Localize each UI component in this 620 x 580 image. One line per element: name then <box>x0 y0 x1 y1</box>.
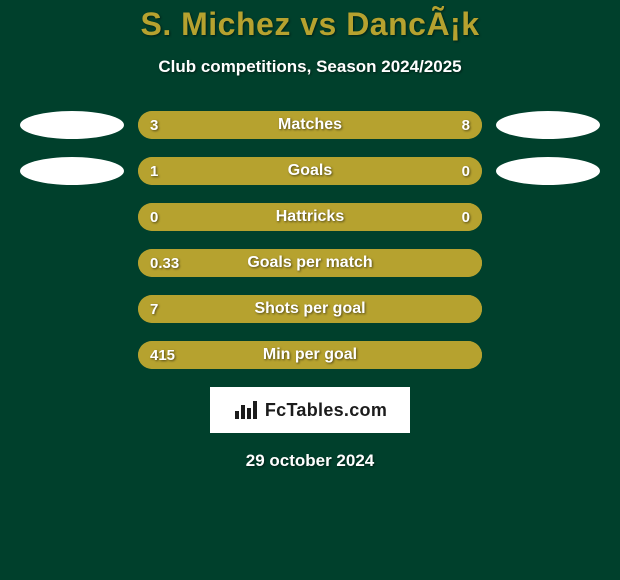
team-right-slot <box>488 249 608 277</box>
team-right-slot <box>488 203 608 231</box>
stat-bar: 38Matches <box>138 111 482 139</box>
stat-row: 415Min per goal <box>0 341 620 369</box>
comparison-card: S. Michez vs DancÃ¡k Club competitions, … <box>0 0 620 580</box>
stat-bar: 10Goals <box>138 157 482 185</box>
stat-value-left: 0 <box>150 203 158 231</box>
stat-bar: 00Hattricks <box>138 203 482 231</box>
team-left-slot <box>12 341 132 369</box>
team-left-slot <box>12 295 132 323</box>
stat-value-right: 8 <box>462 111 470 139</box>
source-text: FcTables.com <box>265 400 387 421</box>
stat-bar: 415Min per goal <box>138 341 482 369</box>
bar-fill-right <box>232 111 482 139</box>
page-title: S. Michez vs DancÃ¡k <box>0 6 620 43</box>
team-right-slot <box>488 157 608 185</box>
team-right-logo <box>496 157 600 185</box>
stat-row: 7Shots per goal <box>0 295 620 323</box>
team-left-logo <box>20 111 124 139</box>
bar-fill-left <box>138 249 482 277</box>
team-right-slot <box>488 111 608 139</box>
stat-value-right: 0 <box>462 203 470 231</box>
date-line: 29 october 2024 <box>0 451 620 471</box>
stat-bar: 0.33Goals per match <box>138 249 482 277</box>
stat-value-left: 3 <box>150 111 158 139</box>
team-right-slot <box>488 295 608 323</box>
source-badge: FcTables.com <box>210 387 410 433</box>
stats-container: 38Matches10Goals00Hattricks0.33Goals per… <box>0 111 620 369</box>
bar-fill-left <box>138 341 482 369</box>
bar-fill-left <box>138 157 399 185</box>
team-left-logo <box>20 157 124 185</box>
bar-fill-left <box>138 203 482 231</box>
stat-row: 38Matches <box>0 111 620 139</box>
subtitle: Club competitions, Season 2024/2025 <box>0 57 620 77</box>
bars-chart-icon <box>233 399 259 421</box>
stat-row: 10Goals <box>0 157 620 185</box>
team-left-slot <box>12 157 132 185</box>
team-left-slot <box>12 249 132 277</box>
stat-row: 00Hattricks <box>0 203 620 231</box>
stat-value-left: 0.33 <box>150 249 179 277</box>
team-right-slot <box>488 341 608 369</box>
team-left-slot <box>12 111 132 139</box>
stat-value-left: 1 <box>150 157 158 185</box>
stat-bar: 7Shots per goal <box>138 295 482 323</box>
stat-value-left: 415 <box>150 341 175 369</box>
team-right-logo <box>496 111 600 139</box>
stat-value-right: 0 <box>462 157 470 185</box>
stat-value-left: 7 <box>150 295 158 323</box>
bar-fill-left <box>138 295 482 323</box>
team-left-slot <box>12 203 132 231</box>
stat-row: 0.33Goals per match <box>0 249 620 277</box>
